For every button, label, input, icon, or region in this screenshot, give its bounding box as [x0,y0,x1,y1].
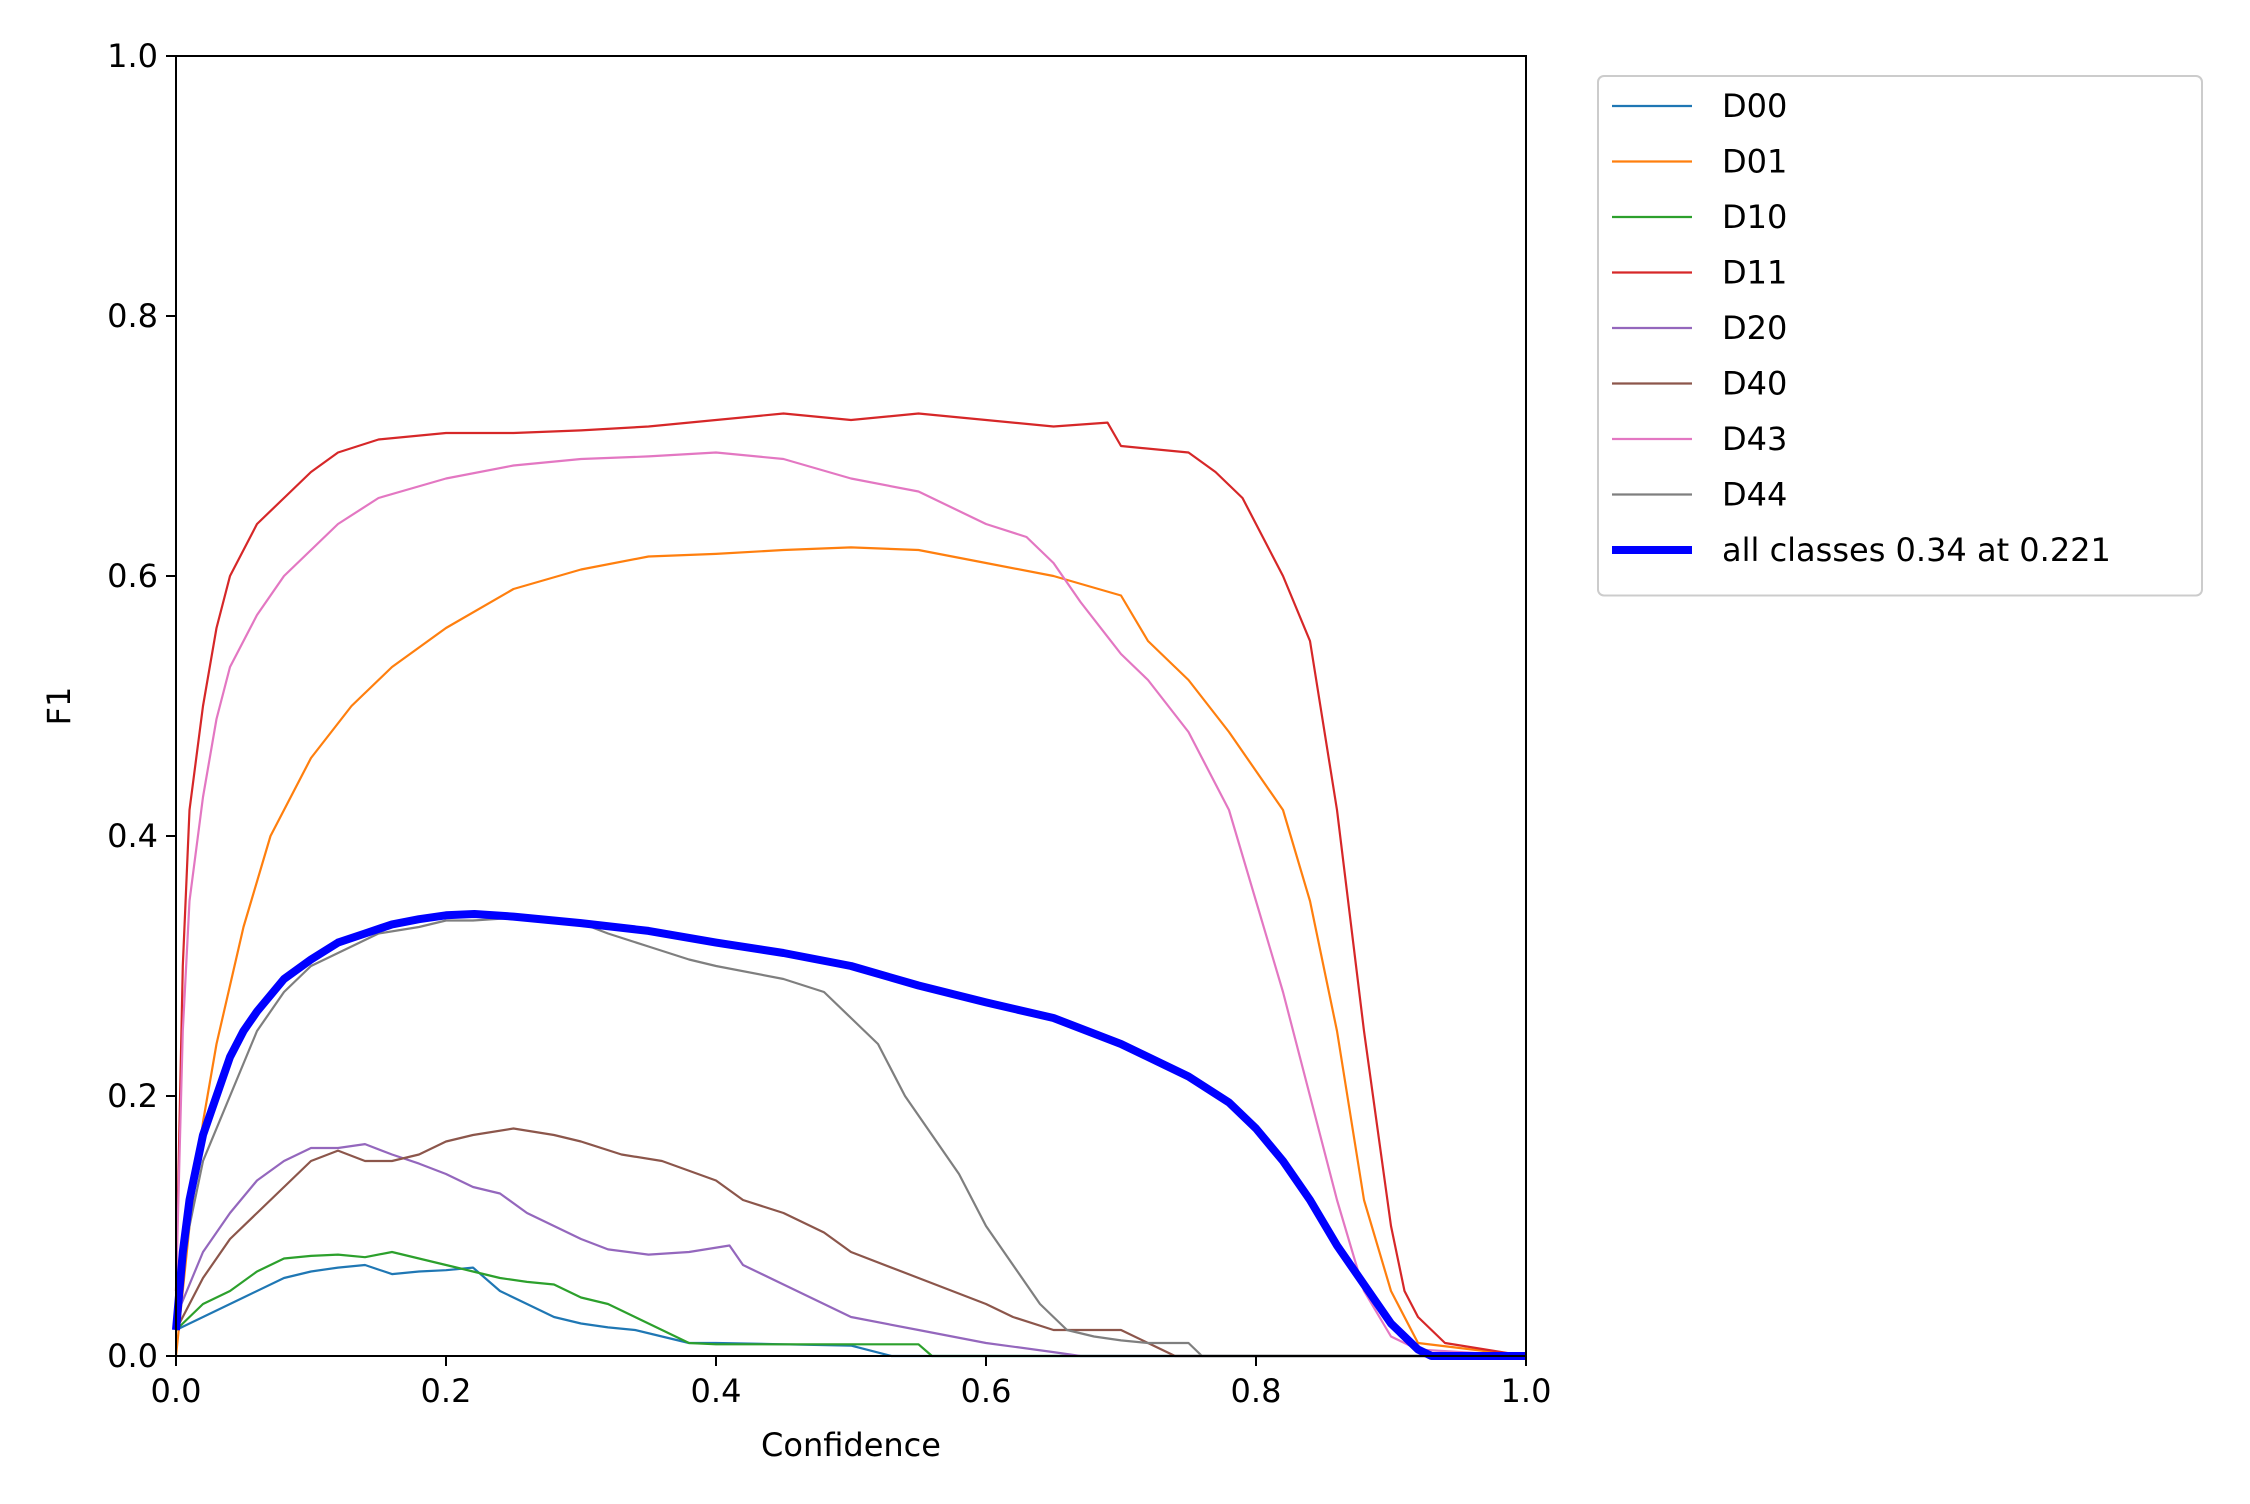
series-line-all [172,910,1526,1360]
y-tick-label: 0.6 [107,557,158,595]
x-tick-label: 0.0 [151,1372,202,1410]
x-tick-label: 0.4 [691,1372,742,1410]
y-tick-label: 1.0 [107,37,158,75]
x-tick-label: 0.2 [421,1372,472,1410]
series-line-d43 [174,451,1527,1358]
y-axis-label: F1 [40,687,78,726]
y-tick-label: 0.0 [107,1337,158,1375]
series-line-d01 [174,546,1527,1358]
y-tick-label: 0.4 [107,817,158,855]
legend-label: D20 [1722,309,1787,347]
y-tick-label: 0.2 [107,1077,158,1115]
legend-label: D11 [1722,254,1787,292]
series-line-d20 [174,1142,1526,1358]
x-tick-label: 0.6 [961,1372,1012,1410]
legend-label: D01 [1722,143,1787,181]
legend-label: D40 [1722,365,1787,403]
x-tick-label: 1.0 [1501,1372,1552,1410]
plot-frame [175,55,1527,1357]
legend-label: D00 [1722,87,1787,125]
series-line-d44 [174,916,1526,1358]
series-line-d10 [175,1250,1526,1358]
y-tick-label: 0.8 [107,297,158,335]
ticks-layer: 0.0 0.2 0.4 0.6 0.8 1.0 0.0 0.2 0.4 0.6 0.8 1.0 [107,37,1551,1410]
x-axis-label: Confidence [761,1426,941,1464]
legend-box [1597,75,2203,597]
legend: D00 D01 D10 D11 D20 D40 D43 D44 all classes 0.34… [1597,75,2203,597]
legend-label: D43 [1722,420,1787,458]
x-tick-label: 0.8 [1231,1372,1282,1410]
legend-label: all classes 0.34 at 0.221 [1722,531,2111,569]
series-layer [172,412,1527,1360]
legend-label: D44 [1722,476,1787,514]
series-line-d40 [175,1127,1526,1358]
legend-label: D10 [1722,198,1787,236]
series-line-d11 [174,412,1527,1358]
